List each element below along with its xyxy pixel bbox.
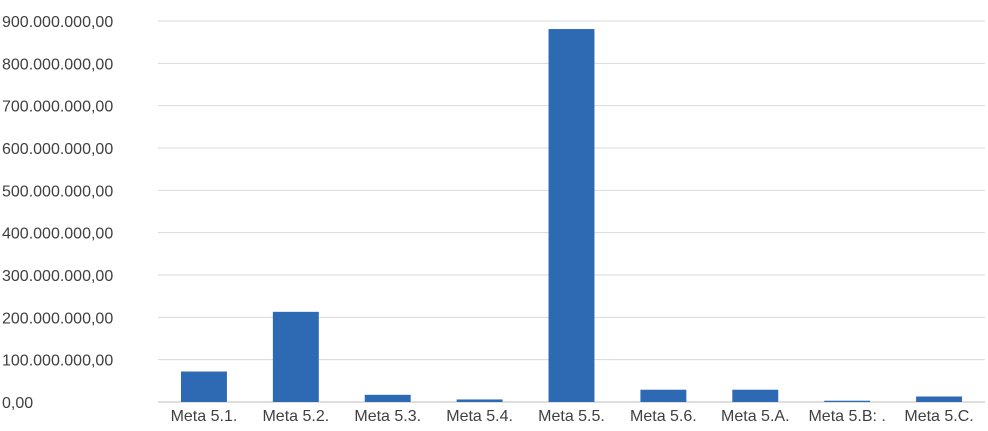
y-tick-label: 0,00 (2, 395, 33, 412)
x-category-label: Meta 5.1. (171, 408, 238, 425)
bar (272, 311, 319, 402)
bar (456, 399, 503, 402)
y-tick-label: 800.000.000,00 (2, 56, 113, 73)
x-category-label: Meta 5.5. (538, 408, 605, 425)
bar-layer (180, 29, 963, 402)
x-category-label: Meta 5.3. (354, 408, 421, 425)
x-axis-category-labels: Meta 5.1. Meta 5.2. Meta 5.3. Meta 5.4. Meta… (171, 408, 974, 425)
y-tick-label: 900.000.000,00 (2, 14, 113, 31)
y-tick-label: 200.000.000,00 (2, 310, 113, 327)
x-category-label: Meta 5.B: . (808, 408, 885, 425)
bar (180, 371, 227, 402)
x-category-label: Meta 5.2. (262, 408, 329, 425)
bar (732, 389, 779, 402)
bar (548, 29, 595, 402)
y-axis-tick-labels: 0,00 100.000.000,00 200.000.000,00 300.000.… (2, 14, 113, 412)
bar (364, 394, 411, 402)
bar (824, 400, 871, 402)
x-category-label: Meta 5.4. (446, 408, 513, 425)
y-tick-label: 300.000.000,00 (2, 268, 113, 285)
y-tick-label: 500.000.000,00 (2, 183, 113, 200)
x-category-label: Meta 5.6. (630, 408, 697, 425)
y-tick-label: 400.000.000,00 (2, 226, 113, 243)
y-tick-label: 600.000.000,00 (2, 141, 113, 158)
bar (640, 389, 687, 402)
x-category-label: Meta 5.C. (904, 408, 973, 425)
y-tick-label: 100.000.000,00 (2, 353, 113, 370)
bar (916, 396, 963, 402)
x-category-label: Meta 5.A. (721, 408, 789, 425)
y-tick-label: 700.000.000,00 (2, 99, 113, 116)
